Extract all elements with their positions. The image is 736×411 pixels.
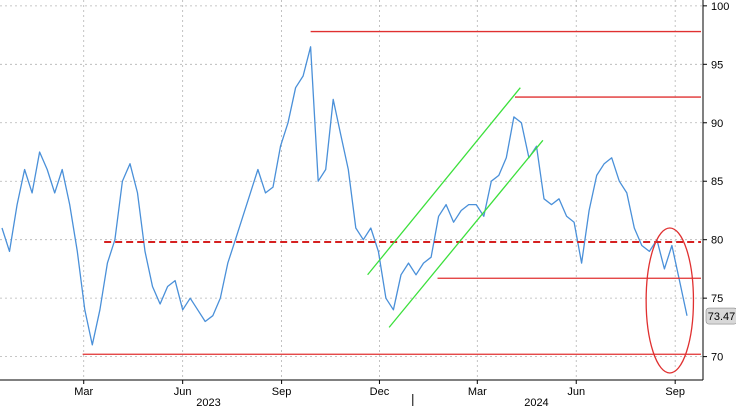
y-tick-label: 90 xyxy=(711,118,723,130)
year-label: 2023 xyxy=(196,397,220,406)
y-tick-label: 100 xyxy=(711,1,729,13)
trend-channel-line xyxy=(388,139,544,328)
last-value-label: 73.47 xyxy=(708,311,736,323)
x-tick-label: Jun xyxy=(174,386,192,398)
x-tick-label: Jun xyxy=(567,386,585,398)
x-tick-label: Dec xyxy=(370,386,390,398)
y-tick-label: 75 xyxy=(711,293,723,305)
grid xyxy=(0,0,703,380)
year-label: 2024 xyxy=(524,397,548,406)
price-series-line xyxy=(1,46,688,346)
trend-channel-line xyxy=(367,87,521,276)
x-tick-label: Sep xyxy=(665,386,685,398)
highlight-ellipse xyxy=(645,227,695,374)
annotations xyxy=(82,30,701,374)
y-tick-label: 70 xyxy=(711,352,723,364)
x-tick-label: Sep xyxy=(272,386,292,398)
y-tick-label: 85 xyxy=(711,176,723,188)
last-value-badge-box xyxy=(705,307,736,325)
last-value-badge: 73.47 xyxy=(705,307,736,325)
series-group xyxy=(1,46,688,346)
y-tick-label: 80 xyxy=(711,235,723,247)
y-tick-label: 95 xyxy=(711,59,723,71)
x-tick-label: Mar xyxy=(468,386,487,398)
x-tick-label: Mar xyxy=(74,386,93,398)
